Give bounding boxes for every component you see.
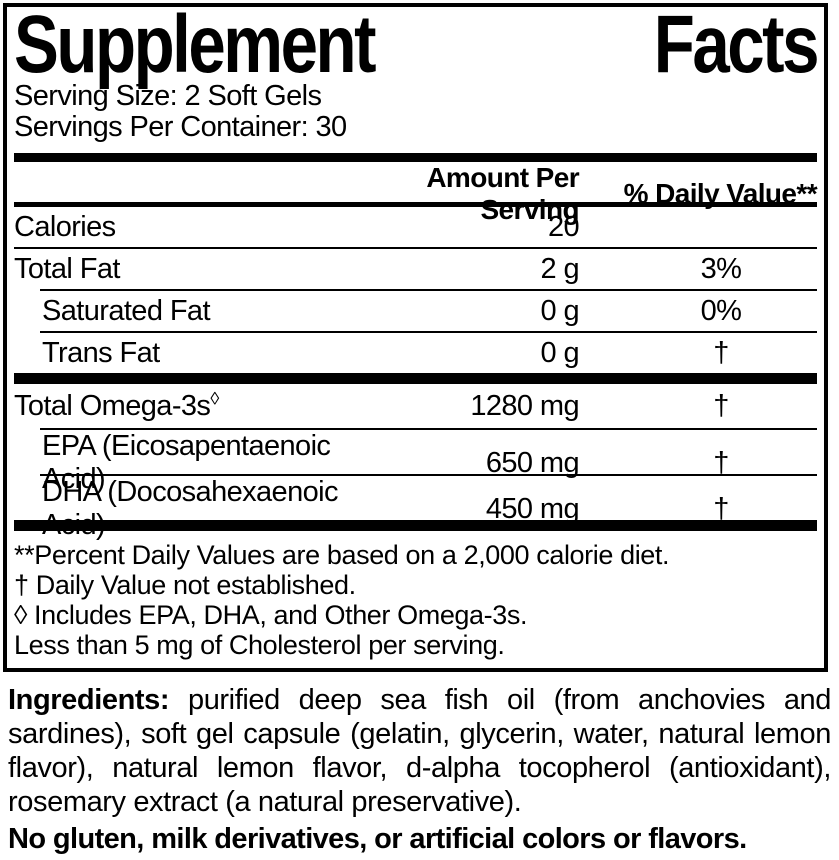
row-epa: EPA (Eicosapentaenoic Acid) 650 mg †	[14, 430, 817, 495]
row-separator-indented	[40, 428, 817, 430]
nutrient-name: DHA (Docosahexaenoic Acid)	[42, 476, 338, 541]
nutrient-amount: 0 g	[540, 336, 579, 369]
row-separator-indented	[40, 331, 817, 333]
nutrient-name: Total Fat	[14, 252, 120, 285]
panel-title: Supplement Facts	[14, 0, 819, 90]
servings-per-container-text: Servings Per Container: 30	[14, 111, 347, 143]
nutrient-daily-value: †	[713, 446, 729, 479]
nutrient-amount: 450 mg	[485, 492, 580, 525]
row-separator-indented	[40, 474, 817, 476]
serving-size-text: Serving Size: 2 Soft Gels	[14, 80, 322, 112]
divider-thick-mid	[14, 373, 817, 384]
header-daily-value: % Daily Value**	[623, 178, 818, 209]
ingredients-text: purified deep sea fish oil (from anchovi…	[8, 684, 831, 818]
footnote-cholesterol: Less than 5 mg of Cholesterol per servin…	[14, 630, 505, 660]
row-trans-fat: Trans Fat 0 g †	[14, 333, 817, 373]
footnote-lozenge: ◊ Includes EPA, DHA, and Other Omega-3s.	[14, 600, 528, 630]
nutrient-amount: 1280 mg	[470, 389, 579, 422]
row-separator-indented	[40, 289, 817, 291]
footnote-daily-values: **Percent Daily Values are based on a 2,…	[14, 540, 670, 570]
nutrient-daily-value: †	[713, 336, 729, 369]
footnotes-block: **Percent Daily Values are based on a 2,…	[14, 531, 817, 660]
table-header-row: Amount Per Serving % Daily Value**	[14, 162, 817, 225]
allergen-statement: No gluten, milk derivatives, or artifici…	[8, 823, 747, 855]
header-amount-per-serving: Amount Per Serving	[426, 162, 579, 225]
nutrient-amount: 2 g	[540, 252, 579, 285]
nutrient-name: Calories	[14, 210, 116, 243]
nutrient-name-text: Total Omega-3s	[14, 389, 211, 422]
ingredients-paragraph: Ingredients: purified deep sea fish oil …	[8, 683, 831, 819]
nutrient-name: Trans Fat	[42, 336, 160, 369]
nutrient-name: EPA (Eicosapentaenoic Acid)	[42, 430, 331, 495]
row-total-omega-3s: Total Omega-3s◊ 1280 mg †	[14, 384, 817, 428]
row-total-fat: Total Fat 2 g 3%	[14, 249, 817, 289]
nutrient-name: Total Omega-3s◊	[14, 387, 354, 423]
nutrient-name: Saturated Fat	[42, 294, 211, 327]
nutrient-daily-value: 3%	[700, 252, 742, 285]
divider-thick-top	[14, 153, 817, 162]
nutrient-amount: 20	[547, 210, 580, 243]
row-dha: DHA (Docosahexaenoic Acid) 450 mg †	[14, 476, 817, 541]
nutrient-daily-value: †	[713, 389, 729, 422]
nutrient-daily-value: †	[713, 492, 729, 525]
row-separator	[14, 247, 817, 249]
supplement-facts-panel: Supplement Facts Serving Size: 2 Soft Ge…	[3, 3, 828, 672]
footnote-dagger: † Daily Value not established.	[14, 570, 356, 600]
divider-below-header	[14, 202, 817, 207]
nutrient-daily-value: 0%	[700, 294, 742, 327]
row-calories: Calories 20	[14, 207, 817, 247]
nutrient-amount: 650 mg	[485, 446, 580, 479]
nutrient-amount: 0 g	[540, 294, 579, 327]
ingredients-label: Ingredients:	[8, 684, 170, 716]
lozenge-footnote-marker: ◊	[210, 387, 220, 408]
divider-thick-bottom	[14, 520, 817, 531]
row-saturated-fat: Saturated Fat 0 g 0%	[14, 291, 817, 331]
